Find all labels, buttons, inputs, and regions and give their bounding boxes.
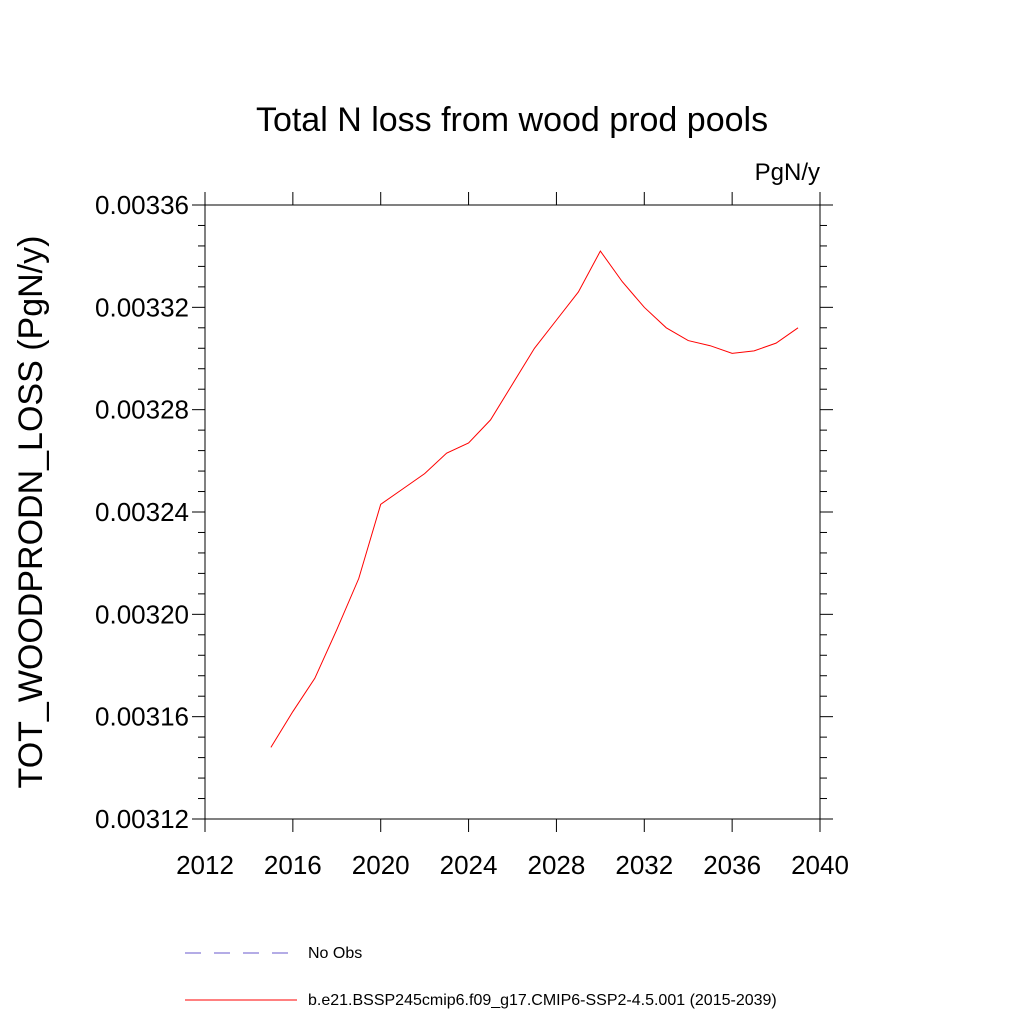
y-tick-label: 0.00320 [95, 599, 189, 629]
series-layer [270, 250, 799, 748]
x-tick-label: 2028 [528, 850, 586, 880]
x-tick-label: 2012 [176, 850, 234, 880]
y-tick-label: 0.00324 [95, 497, 189, 527]
legend-item-no-obs: No Obs [185, 945, 362, 962]
y-tick-label: 0.00332 [95, 292, 189, 322]
y-tick-label: 0.00312 [95, 804, 189, 834]
chart-title: Total N loss from wood prod pools [256, 101, 768, 139]
series-line [270, 250, 799, 748]
units-label: PgN/y [755, 159, 820, 186]
y-axis-ticks: 0.00312 0.00316 0.00320 0.00324 0.00328 0.003… [95, 190, 833, 834]
x-tick-label: 2036 [703, 850, 761, 880]
x-tick-label: 2040 [791, 850, 849, 880]
plot-frame [204, 204, 821, 820]
x-tick-label: 2020 [352, 850, 410, 880]
x-axis-ticks: 2012 2016 2020 2024 2028 2032 2036 2040 [176, 192, 849, 880]
x-tick-label: 2016 [264, 850, 322, 880]
x-tick-label: 2032 [615, 850, 673, 880]
legend-label-model-run: b.e21.BSSP245cmip6.f09_g17.CMIP6-SSP2-4.… [308, 992, 777, 1009]
legend-label-no-obs: No Obs [308, 945, 362, 962]
legend: No Obs b.e21.BSSP245cmip6.f09_g17.CMIP6-… [185, 945, 777, 1009]
y-tick-label: 0.00316 [95, 702, 189, 732]
y-tick-label: 0.00336 [95, 190, 189, 220]
y-tick-label: 0.00328 [95, 395, 189, 425]
legend-item-model-run: b.e21.BSSP245cmip6.f09_g17.CMIP6-SSP2-4.… [185, 992, 777, 1009]
x-tick-label: 2024 [440, 850, 498, 880]
y-axis-label: TOT_WOODPRODN_LOSS (PgN/y) [12, 236, 50, 789]
